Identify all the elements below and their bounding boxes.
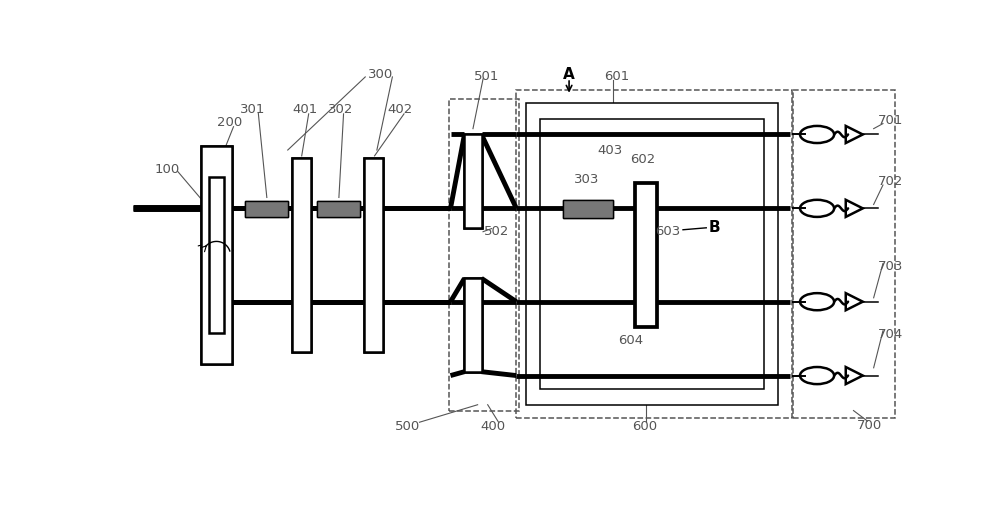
Bar (292, 158, 311, 352)
Text: 604: 604 (618, 334, 643, 347)
Bar (635, 183, 657, 327)
Text: 702: 702 (878, 175, 903, 188)
Bar (540, 119, 764, 389)
Text: 302: 302 (328, 103, 353, 116)
Text: 602: 602 (630, 153, 655, 166)
Text: 301: 301 (240, 103, 266, 116)
Text: 303: 303 (574, 173, 600, 186)
Bar (516, 90, 792, 418)
Bar (292, 158, 311, 352)
Bar (563, 200, 613, 218)
Text: 402: 402 (388, 103, 413, 116)
Bar (245, 200, 288, 217)
Text: 704: 704 (878, 328, 903, 341)
Text: 703: 703 (878, 260, 903, 273)
Bar (245, 200, 288, 217)
Text: 500: 500 (395, 420, 420, 433)
Bar (201, 146, 232, 364)
Text: B: B (708, 220, 720, 235)
Text: 502: 502 (484, 225, 510, 238)
Text: 700: 700 (856, 419, 882, 432)
Text: 501: 501 (473, 70, 499, 83)
Text: 401: 401 (292, 103, 317, 116)
Bar (464, 278, 482, 372)
Bar (464, 134, 482, 228)
Bar (209, 177, 224, 333)
Bar (317, 200, 360, 217)
Text: 603: 603 (655, 225, 680, 238)
Bar (563, 200, 613, 218)
Bar (526, 104, 778, 405)
Bar (317, 200, 360, 217)
Bar (364, 158, 383, 352)
Bar (209, 177, 224, 333)
Text: 200: 200 (217, 116, 242, 129)
Text: A: A (563, 67, 575, 82)
Text: 701: 701 (878, 114, 903, 127)
Text: 300: 300 (368, 68, 393, 81)
Text: 400: 400 (481, 420, 506, 433)
Text: 600: 600 (632, 420, 657, 433)
Bar (464, 278, 482, 372)
Bar (201, 146, 232, 364)
Bar (449, 99, 519, 411)
Bar (464, 134, 482, 228)
Text: 403: 403 (598, 143, 623, 157)
Text: 601: 601 (604, 70, 630, 83)
Text: 100: 100 (155, 163, 180, 176)
Bar (793, 90, 895, 418)
Bar (364, 158, 383, 352)
